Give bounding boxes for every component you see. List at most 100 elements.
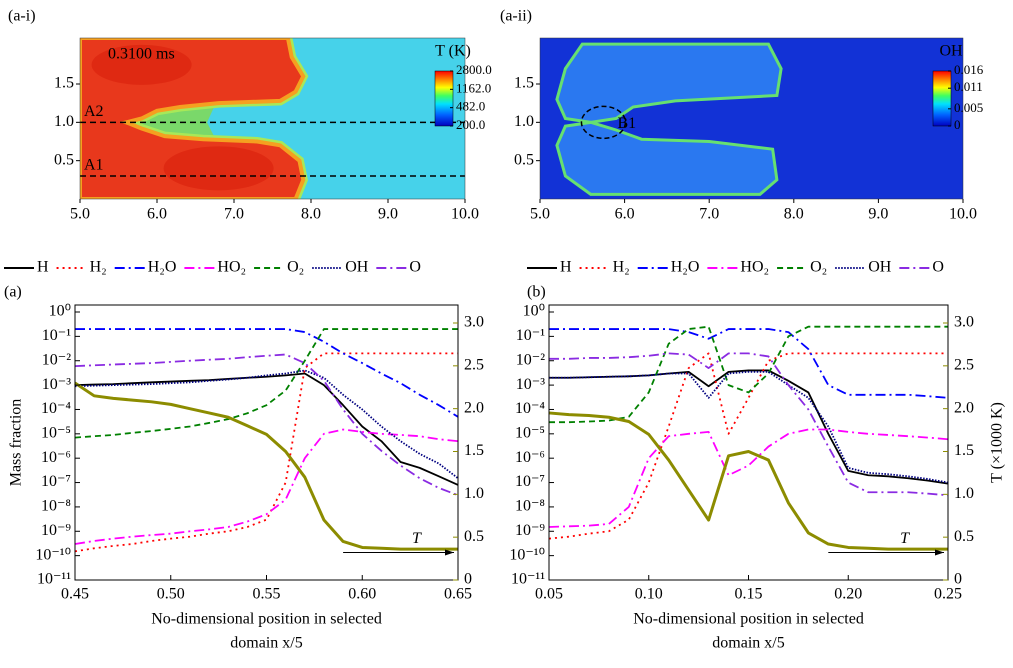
panel-label: (b): [527, 284, 546, 301]
panel-label: (a-i): [8, 8, 36, 25]
y-tick-label: 1.5: [54, 75, 74, 92]
x-tick-label: 0.05: [535, 586, 563, 603]
y-tick-label: 0.5: [514, 151, 534, 168]
x-tick-label: 5.0: [70, 206, 90, 223]
plot-frame: [539, 37, 964, 200]
x-tick-label: 9.0: [868, 206, 888, 223]
x-tick-label: 7.0: [224, 206, 244, 223]
y2-tick-label: 0.5: [464, 528, 484, 545]
x-tick-label: 8.0: [784, 206, 804, 223]
colorbar-label: 2800.0: [456, 62, 492, 77]
panel-label: (a): [4, 284, 22, 301]
y2-tick-label: 1.0: [464, 485, 484, 502]
y-tick-label: 10⁻⁸: [41, 498, 71, 515]
series-line: [74, 353, 459, 497]
y-tick-label: 10⁻⁶: [41, 449, 71, 466]
series-line: [74, 328, 458, 439]
hot-core: [91, 44, 192, 85]
series-line: [74, 372, 459, 486]
x-tick-label: 8.0: [301, 206, 321, 223]
x-axis-label: domain x/5: [712, 635, 784, 652]
y2-tick-label: 0: [954, 571, 962, 588]
x-tick-label: 7.0: [699, 206, 719, 223]
colorbar-label: 200.0: [456, 117, 485, 132]
panel-label: (a-ii): [500, 8, 532, 25]
series-line: [75, 328, 459, 418]
marker-label: A2: [84, 103, 104, 120]
y-tick-label: 10⁻³: [516, 376, 545, 393]
legend-label: HO₂: [740, 259, 769, 276]
y-tick-label: 10⁻⁸: [515, 498, 545, 515]
y2-axis-label: T (×1000 K): [989, 402, 1006, 483]
y-axis-label: Mass fraction: [8, 399, 25, 487]
series-line: [549, 328, 949, 399]
y2-tick-label: 1.5: [464, 442, 484, 459]
x-tick-label: 0.20: [834, 586, 862, 603]
y-tick-label: 10⁻⁴: [41, 400, 71, 417]
annotation-label: T: [900, 530, 910, 547]
y2-tick-label: 3.0: [954, 314, 974, 331]
x-tick-label: 0.65: [444, 586, 472, 603]
y-tick-label: 10⁻¹: [42, 327, 71, 344]
x-tick-label: 0.50: [157, 586, 185, 603]
series-line: [548, 411, 948, 551]
hot-core: [163, 146, 274, 191]
x-axis-label: No-dimensional position in selected: [633, 611, 864, 628]
series-line: [548, 428, 949, 528]
y-tick-label: 10⁻²: [516, 351, 545, 368]
x-tick-label: 0.25: [934, 586, 962, 603]
legend-label: O: [409, 259, 421, 276]
y-tick-label: 10⁻³: [42, 376, 71, 393]
x-tick-label: 10.0: [949, 206, 977, 223]
y2-tick-label: 2.5: [954, 356, 974, 373]
y-tick-label: 10⁰: [523, 303, 545, 320]
colorbar: [434, 70, 454, 127]
x-tick-label: 0.45: [61, 586, 89, 603]
x-tick-label: 0.15: [735, 586, 763, 603]
marker-ellipse: [580, 105, 627, 140]
y-tick-label: 10⁻⁶: [515, 449, 545, 466]
series-line: [549, 325, 948, 424]
y-tick-label: 10⁻¹: [516, 327, 545, 344]
legend-label: H₂O: [671, 259, 700, 276]
colorbar-label: 0: [954, 117, 961, 132]
colorbar-title: T (K): [435, 43, 471, 60]
field: [540, 38, 963, 199]
legend-label: O₂: [287, 259, 304, 276]
y-tick-label: 10⁻⁷: [515, 473, 545, 490]
legend-label: OH: [345, 259, 369, 276]
legend-label: H₂: [90, 259, 107, 276]
y-tick-label: 10⁻⁴: [515, 400, 545, 417]
plot-frame: [79, 37, 466, 200]
series-line: [74, 428, 459, 545]
y2-tick-label: 2.0: [954, 399, 974, 416]
legend-label: H: [560, 259, 572, 276]
series-line: [548, 352, 948, 540]
legend-label: OH: [868, 259, 892, 276]
oh-region: [555, 120, 779, 196]
legend-label: H: [37, 259, 49, 276]
colorbar-label: 482.0: [456, 99, 485, 114]
y-tick-label: 10⁻⁹: [41, 522, 71, 539]
annotation-label: T: [412, 530, 422, 547]
x-axis-label: No-dimensional position in selected: [151, 611, 382, 628]
plot-frame: [74, 304, 459, 581]
x-tick-label: 9.0: [378, 206, 398, 223]
series-line: [549, 352, 949, 497]
colorbar-title: OH: [939, 43, 963, 60]
y-tick-label: 1.0: [514, 113, 534, 130]
legend-label: H₂: [613, 259, 630, 276]
series-line: [549, 369, 949, 485]
y-tick-label: 10⁻⁵: [515, 424, 545, 441]
y-tick-label: 10⁻⁷: [41, 473, 71, 490]
y-tick-label: 1.5: [514, 75, 534, 92]
y-tick-label: 10⁻²: [42, 351, 71, 368]
y2-tick-label: 0: [464, 571, 472, 588]
colorbar-label: 1162.0: [456, 80, 491, 95]
y2-tick-label: 3.0: [464, 314, 484, 331]
y-tick-label: 10⁻¹⁰: [35, 546, 71, 563]
time-label: 0.3100 ms: [108, 46, 175, 63]
x-tick-label: 6.0: [147, 206, 167, 223]
y2-tick-label: 0.5: [954, 528, 974, 545]
